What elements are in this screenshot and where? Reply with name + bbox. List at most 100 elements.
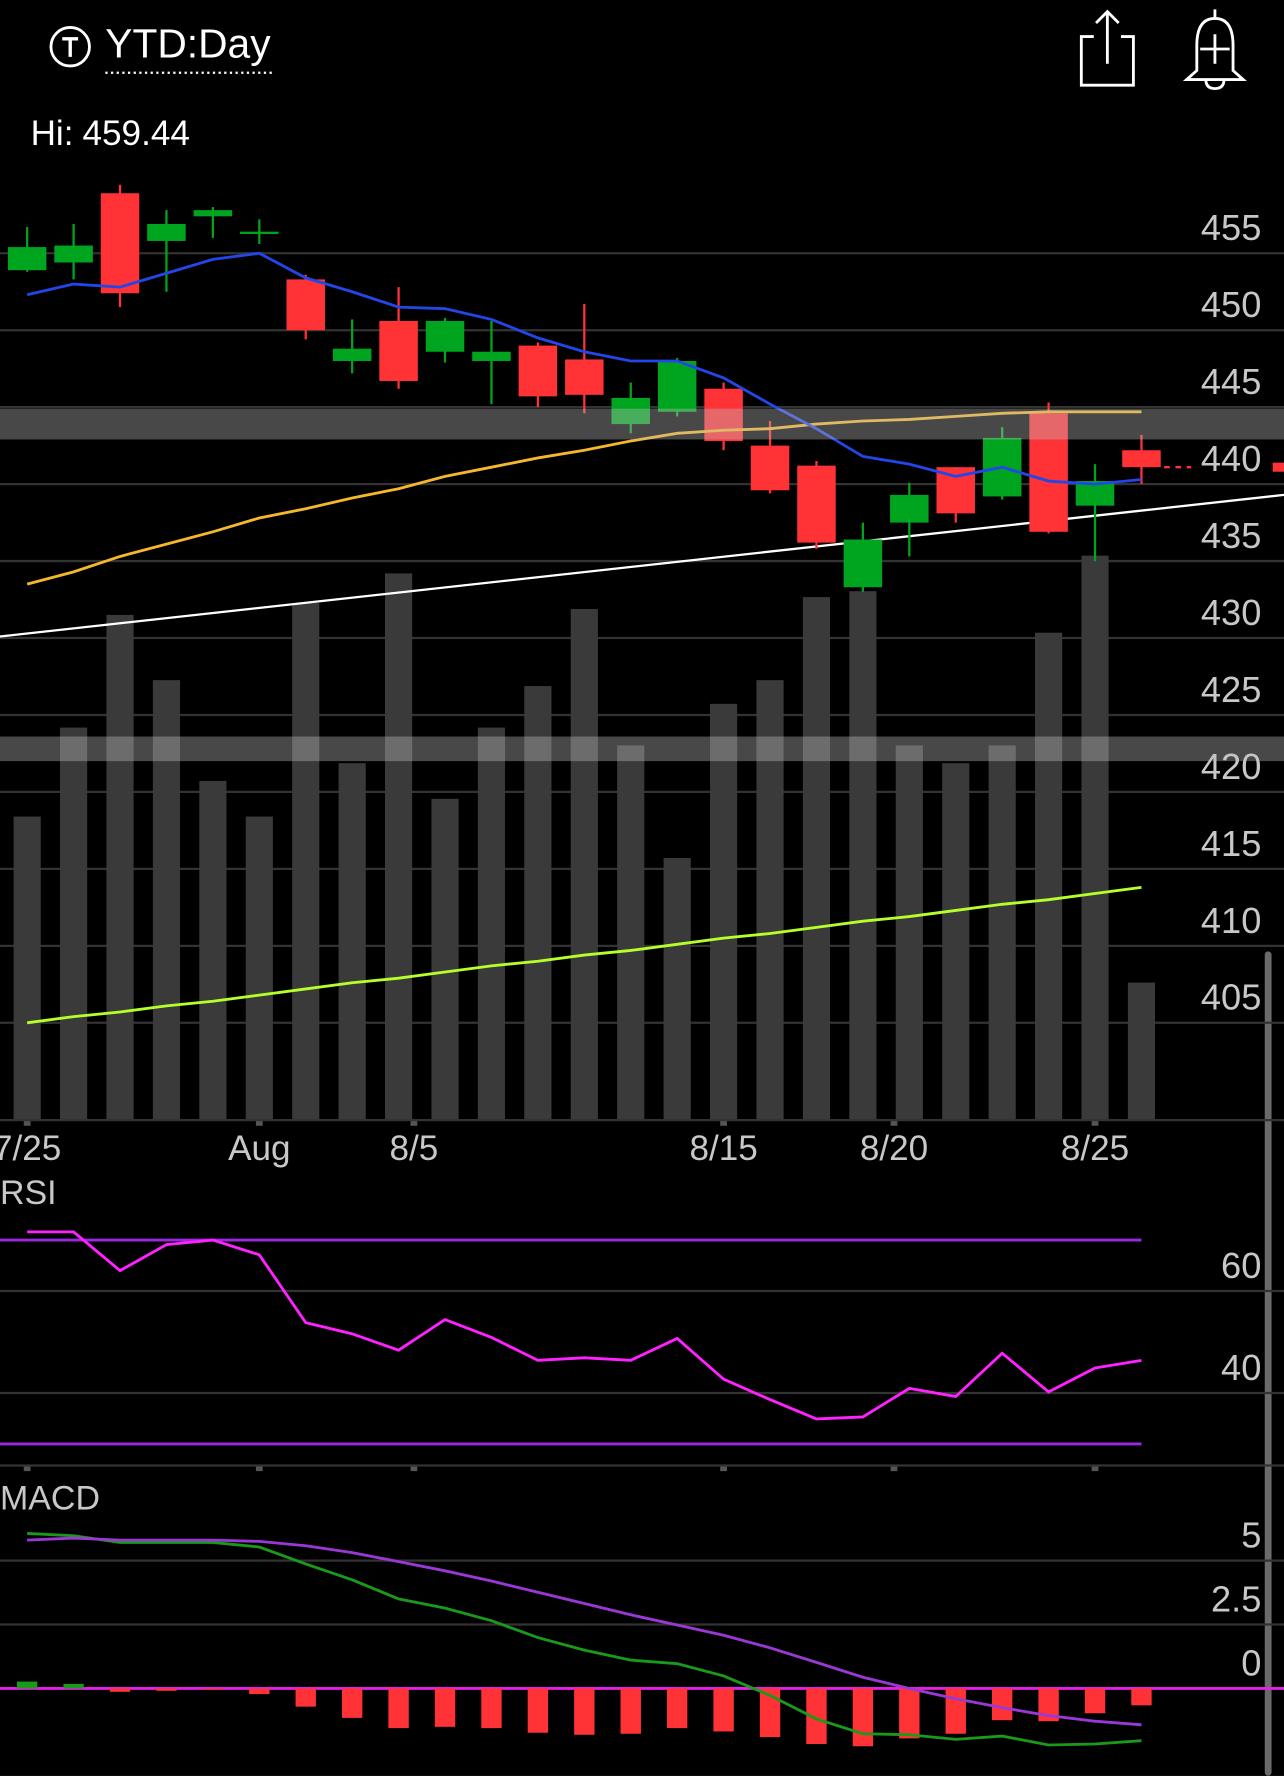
y-tick-label: 0 — [1241, 1642, 1261, 1683]
x-tick-label: 8/20 — [860, 1129, 928, 1168]
macd-histogram-bar — [249, 1688, 270, 1695]
macd-histogram-bar — [852, 1688, 874, 1747]
moving-average — [26, 251, 1142, 486]
high-value: 459.44 — [83, 114, 190, 153]
x-tick-mark — [890, 1465, 898, 1472]
volume-bar — [1127, 982, 1156, 1119]
y-tick-label: 405 — [1201, 977, 1261, 1018]
volume-bar — [895, 745, 923, 1119]
macd-histogram-bar — [666, 1688, 688, 1729]
candle-body — [425, 320, 465, 352]
volume-bar — [385, 573, 413, 1119]
y-tick-label: 440 — [1201, 438, 1261, 479]
share-box — [1079, 35, 1135, 87]
candle-body — [193, 210, 233, 217]
ticker-icon[interactable] — [49, 26, 91, 68]
candle-body — [565, 359, 604, 395]
volume-bar — [431, 798, 459, 1119]
last-price-marker — [1272, 462, 1284, 472]
candle-body — [890, 494, 929, 523]
macd-histogram-bar — [156, 1688, 177, 1691]
macd-histogram-bar — [1131, 1688, 1152, 1706]
macd-histogram-bar — [16, 1681, 38, 1689]
y-tick-label: 5 — [1241, 1515, 1261, 1556]
scrollbar[interactable] — [1264, 951, 1272, 1776]
candle-body — [7, 247, 47, 271]
y-tick-label: 435 — [1201, 515, 1261, 556]
macd-histogram-bar — [759, 1688, 781, 1738]
volume-bar — [60, 727, 88, 1119]
x-tick-mark — [255, 1120, 263, 1126]
candle-body — [518, 345, 558, 397]
candle-body — [1122, 450, 1161, 468]
moving-average — [26, 410, 1142, 586]
volume-bar — [1081, 555, 1109, 1119]
x-tick-mark — [1091, 1465, 1099, 1472]
volume-bar — [710, 703, 738, 1119]
volume-bar — [338, 763, 366, 1119]
volume-bar — [663, 858, 691, 1119]
macd-line — [27, 1536, 1142, 1727]
icon-circle — [49, 26, 91, 68]
bell — [1182, 9, 1247, 91]
volume-bar — [1035, 632, 1063, 1119]
volume-bar — [570, 608, 598, 1119]
x-tick-mark — [410, 1465, 418, 1472]
volume-bar — [756, 680, 784, 1119]
volume-bar — [988, 745, 1016, 1119]
candle-body — [332, 348, 372, 361]
macd-histogram-bar — [109, 1688, 131, 1692]
macd-histogram-bar — [527, 1688, 549, 1733]
candle-body — [797, 465, 836, 543]
macd-histogram-bar — [434, 1688, 456, 1727]
x-tick-mark — [410, 1120, 418, 1126]
volume-bar — [199, 780, 227, 1119]
volume-bar — [152, 680, 181, 1119]
macd-histogram-bar — [806, 1688, 827, 1744]
alert-button[interactable] — [1182, 9, 1247, 91]
x-tick-label: 8/5 — [390, 1129, 439, 1168]
icon-glyph — [62, 37, 79, 57]
macd-histogram-bar — [388, 1688, 409, 1729]
y-tick-label: 420 — [1201, 746, 1261, 787]
macd-histogram-bar — [1084, 1688, 1106, 1714]
macd-histogram-bar — [945, 1688, 966, 1734]
y-tick-label: 410 — [1201, 900, 1261, 941]
volume-bar — [524, 686, 552, 1119]
y-tick-label: 445 — [1201, 361, 1261, 402]
price-zone — [0, 736, 1284, 762]
x-tick-label: Aug — [228, 1129, 290, 1168]
candle-body — [657, 360, 697, 412]
timeframe-title[interactable]: YTD:Day — [105, 20, 271, 66]
price-zone — [0, 408, 1284, 440]
volume-bar — [477, 727, 506, 1119]
volume-bar — [617, 745, 645, 1119]
macd-histogram-bar — [341, 1688, 363, 1718]
candle-body — [100, 193, 140, 294]
x-tick-mark — [720, 1465, 727, 1472]
panel-title: RSI — [0, 1174, 57, 1212]
volume-bar — [849, 591, 877, 1119]
macd-histogram-bar — [1038, 1688, 1059, 1722]
x-tick-mark — [1091, 1120, 1099, 1126]
rsi-line — [27, 1230, 1142, 1421]
volume-bar — [802, 597, 831, 1119]
candle-body — [472, 351, 511, 361]
macd-histogram-bar — [202, 1688, 224, 1690]
volume-bar — [245, 816, 273, 1119]
candle-body — [286, 279, 325, 331]
volume-bar — [13, 816, 41, 1119]
share-button[interactable] — [1079, 9, 1135, 87]
volume-bar — [106, 614, 134, 1119]
candle-body — [240, 231, 279, 234]
candle-body — [750, 445, 790, 491]
macd-histogram-bar — [63, 1683, 84, 1689]
macd-histogram-bar — [899, 1688, 920, 1739]
x-tick-label: 8/25 — [1061, 1129, 1129, 1168]
candle-body — [54, 245, 93, 263]
x-tick-label: 8/15 — [689, 1129, 757, 1168]
macd-histogram-bar — [620, 1688, 641, 1734]
x-tick-mark — [23, 1465, 31, 1472]
